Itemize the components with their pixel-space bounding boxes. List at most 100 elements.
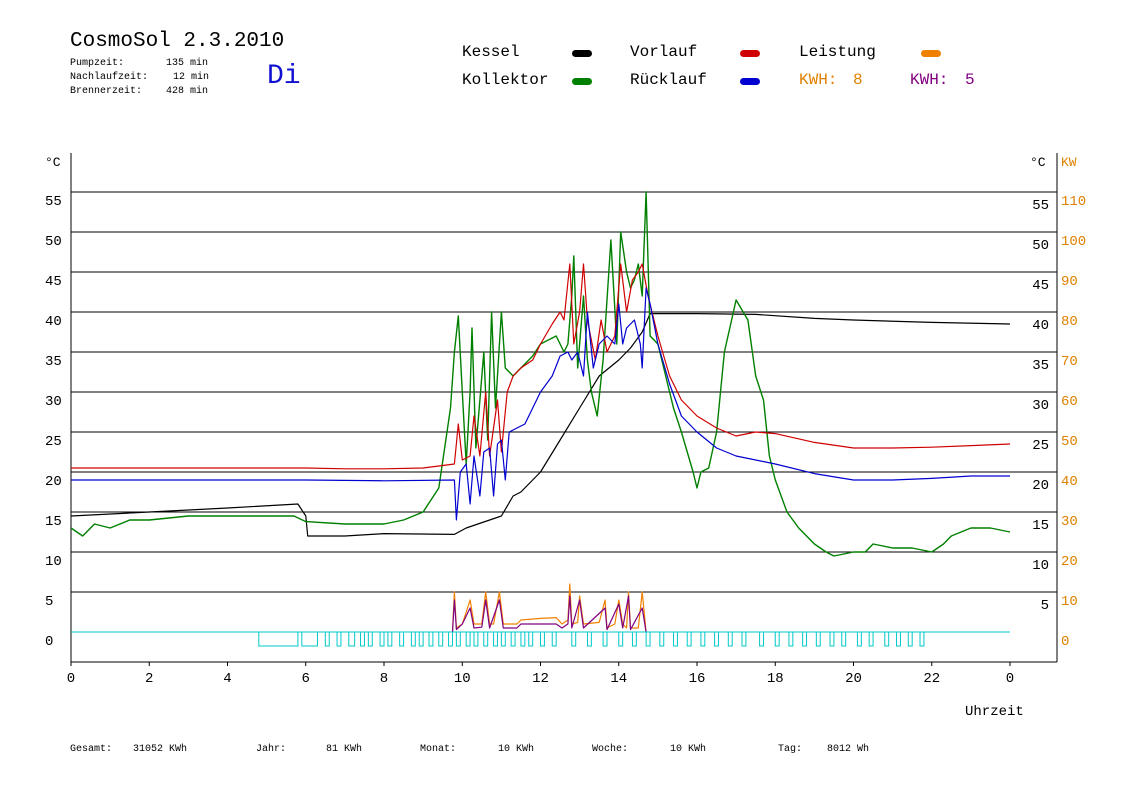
pump-segment-18: [483, 631, 489, 647]
pump-segment-51: [919, 631, 925, 647]
x-tick-label-14: 14: [610, 671, 627, 687]
pump-segment-27: [586, 631, 592, 647]
y-tick-label-power-45: 90: [1061, 274, 1078, 290]
pump-segment-8: [387, 631, 393, 647]
y-tick-label-power-35: 70: [1061, 354, 1078, 370]
y-tick-label-left-20: 20: [45, 474, 62, 490]
y-tick-label-power-15: 30: [1061, 514, 1078, 530]
pump-segment-16: [465, 631, 471, 647]
series-line-kessel: [70, 313, 1011, 537]
y-tick-label-power-30: 60: [1061, 394, 1078, 410]
pump-segment-15: [455, 631, 461, 647]
y-tick-label-left-30: 30: [45, 394, 62, 410]
legend-vorlauf-swatch: [740, 50, 760, 57]
pump-segment-2: [324, 631, 330, 647]
legend-kwh1-label: KWH:: [799, 71, 838, 89]
y-tick-label-right-55: 55: [1032, 198, 1049, 214]
pump-segment-1: [301, 631, 318, 647]
footer-jahr-value: 81 KWh: [326, 744, 363, 755]
pump-segment-45: [841, 631, 847, 647]
weekday-label: Di: [267, 61, 301, 92]
pump-segment-48: [884, 631, 890, 647]
pump-segment-28: [602, 631, 608, 647]
legend-leistung-label: Leistung: [799, 43, 876, 61]
pump-segment-17: [473, 631, 479, 647]
y-tick-label-power-25: 50: [1061, 434, 1078, 450]
pump-segment-43: [815, 631, 821, 647]
pump-segment-30: [631, 631, 637, 647]
pump-segment-40: [774, 631, 780, 647]
series-line-kollektor: [70, 191, 1011, 557]
y-axis-left-unit: °C: [45, 155, 61, 170]
pump-segment-29: [618, 631, 624, 647]
legend-vorlauf-label: Vorlauf: [630, 43, 698, 61]
pump-segment-7: [379, 631, 385, 647]
y-axis-power-unit: KW: [1061, 155, 1077, 170]
pump-segment-26: [571, 631, 577, 647]
legend-kollektor-swatch: [572, 78, 592, 85]
footer-woche-value: 10 KWh: [670, 744, 707, 755]
pump-segment-0: [258, 631, 299, 647]
pumpzeit-label: Pumpzeit:: [70, 58, 125, 69]
pump-segment-31: [645, 631, 651, 647]
legend-kwh2-value: 5: [965, 71, 975, 89]
y-tick-label-right-30: 30: [1032, 398, 1049, 414]
y-tick-label-power-20: 40: [1061, 474, 1078, 490]
legend-ruecklauf-label: Rücklauf: [630, 71, 707, 89]
footer-gesamt-label: Gesamt:: [70, 744, 113, 755]
legend-leistung-swatch: [921, 50, 941, 57]
x-tick-label-16: 16: [689, 671, 706, 687]
pump-segment-6: [367, 631, 373, 647]
pump-segment-41: [788, 631, 794, 647]
pump-segment-21: [510, 631, 516, 647]
x-tick-label-24: 0: [1006, 671, 1014, 687]
pump-segment-37: [727, 631, 733, 647]
pump-segment-46: [856, 631, 862, 647]
x-tick-label-20: 20: [845, 671, 862, 687]
series-line-ruecklauf: [71, 287, 1010, 521]
x-tick-label-10: 10: [454, 671, 471, 687]
chart-title: CosmoSol 2.3.2010: [70, 30, 285, 53]
y-tick-label-right-40: 40: [1032, 318, 1049, 334]
pump-segment-10: [410, 631, 416, 647]
legend-ruecklauf-swatch: [740, 78, 760, 85]
y-tick-label-left-25: 25: [45, 434, 62, 450]
y-axis-right-unit: °C: [1030, 155, 1046, 170]
pump-segment-39: [759, 631, 765, 647]
x-tick-label-22: 22: [923, 671, 940, 687]
y-tick-label-left-0: 0: [45, 634, 53, 650]
y-tick-label-power-5: 10: [1061, 594, 1078, 610]
x-tick-label-4: 4: [223, 671, 231, 687]
pump-segment-3: [336, 631, 342, 647]
footer-monat-value: 10 KWh: [498, 744, 535, 755]
footer-tag-value: 8012 Wh: [827, 744, 870, 755]
legend-kwh1-value: 8: [853, 71, 863, 89]
x-tick-label-6: 6: [302, 671, 310, 687]
nachlaufzeit-label: Nachlaufzeit:: [70, 72, 149, 83]
y-tick-label-right-25: 25: [1032, 438, 1049, 454]
footer-woche-label: Woche:: [592, 744, 629, 755]
y-tick-label-left-10: 10: [45, 554, 62, 570]
footer-monat-label: Monat:: [420, 744, 457, 755]
series-line-kwh2: [451, 595, 647, 633]
y-tick-label-left-35: 35: [45, 354, 62, 370]
pump-segment-34: [686, 631, 692, 647]
pump-segment-35: [700, 631, 706, 647]
pump-segment-47: [868, 631, 874, 647]
pump-segment-13: [438, 631, 444, 647]
legend-kollektor-label: Kollektor: [462, 71, 549, 89]
pump-segment-4: [348, 631, 356, 647]
pump-segment-24: [540, 631, 545, 647]
x-axis-label: Uhrzeit: [965, 704, 1024, 720]
x-tick-label-18: 18: [767, 671, 784, 687]
y-tick-label-left-50: 50: [45, 234, 62, 250]
y-tick-label-left-40: 40: [45, 314, 62, 330]
pump-segment-36: [714, 631, 720, 647]
y-tick-label-left-15: 15: [45, 514, 62, 530]
y-tick-label-right-35: 35: [1032, 358, 1049, 374]
y-tick-label-right-5: 5: [1041, 598, 1049, 614]
pump-segment-25: [551, 631, 557, 647]
legend-kessel-label: Kessel: [462, 43, 520, 61]
pump-segment-33: [673, 631, 678, 647]
